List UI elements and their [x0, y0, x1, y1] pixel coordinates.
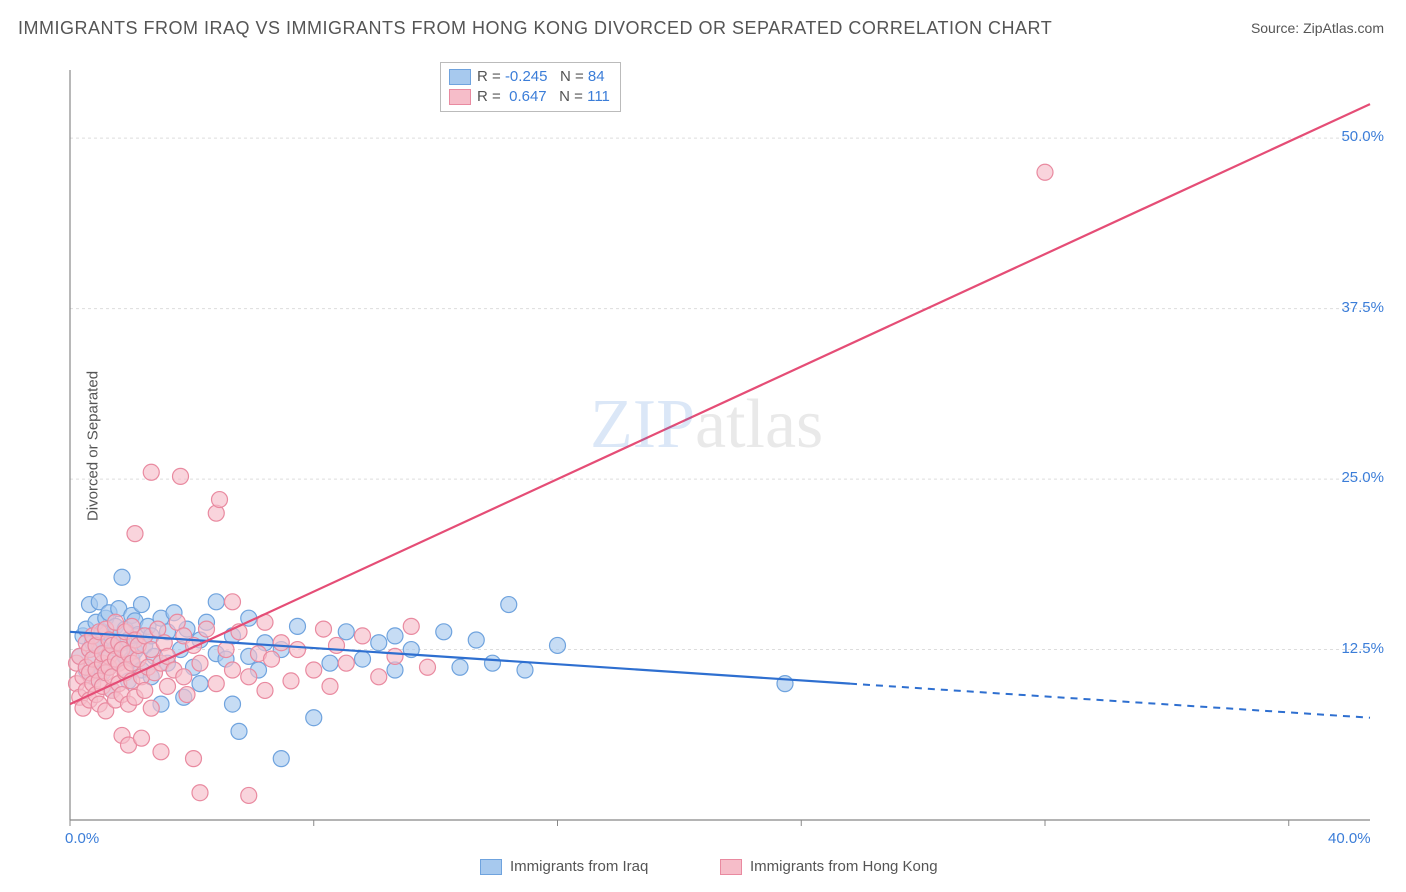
- stats-swatch: [449, 89, 471, 105]
- legend-swatch-hongkong: [720, 859, 742, 875]
- chart-title: IMMIGRANTS FROM IRAQ VS IMMIGRANTS FROM …: [18, 18, 1052, 39]
- legend-label-hongkong: Immigrants from Hong Kong: [750, 858, 938, 875]
- y-tick-label: 25.0%: [1341, 469, 1384, 486]
- x-tick-label: 0.0%: [65, 830, 99, 847]
- legend-label-iraq: Immigrants from Iraq: [510, 858, 648, 875]
- x-tick-label: 40.0%: [1328, 830, 1371, 847]
- legend-swatch-iraq: [480, 859, 502, 875]
- y-tick-label: 37.5%: [1341, 299, 1384, 316]
- stats-row-hongkong: R = 0.647 N = 111: [449, 87, 610, 107]
- stats-swatch: [449, 69, 471, 85]
- stats-box: R = -0.245 N = 84R = 0.647 N = 111: [440, 62, 621, 112]
- y-tick-label: 50.0%: [1341, 128, 1384, 145]
- source-label: Source: ZipAtlas.com: [1251, 20, 1384, 36]
- correlation-scatter-plot: [60, 60, 1385, 840]
- stats-row-iraq: R = -0.245 N = 84: [449, 67, 610, 87]
- y-tick-label: 12.5%: [1341, 640, 1384, 657]
- legend-hongkong: Immigrants from Hong Kong: [720, 858, 938, 875]
- legend-iraq: Immigrants from Iraq: [480, 858, 648, 875]
